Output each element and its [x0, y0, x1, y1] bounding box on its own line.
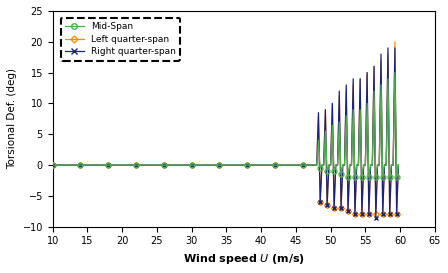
Legend: Mid-Span, Left quarter-span, Right quarter-span: Mid-Span, Left quarter-span, Right quart… — [61, 18, 180, 61]
X-axis label: $\mathbf{Wind\ speed}\ \mathit{U}\ \mathbf{(m/s)}$: $\mathbf{Wind\ speed}\ \mathit{U}\ \math… — [183, 252, 305, 266]
Y-axis label: Torsional Def. (deg): Torsional Def. (deg) — [7, 68, 17, 169]
